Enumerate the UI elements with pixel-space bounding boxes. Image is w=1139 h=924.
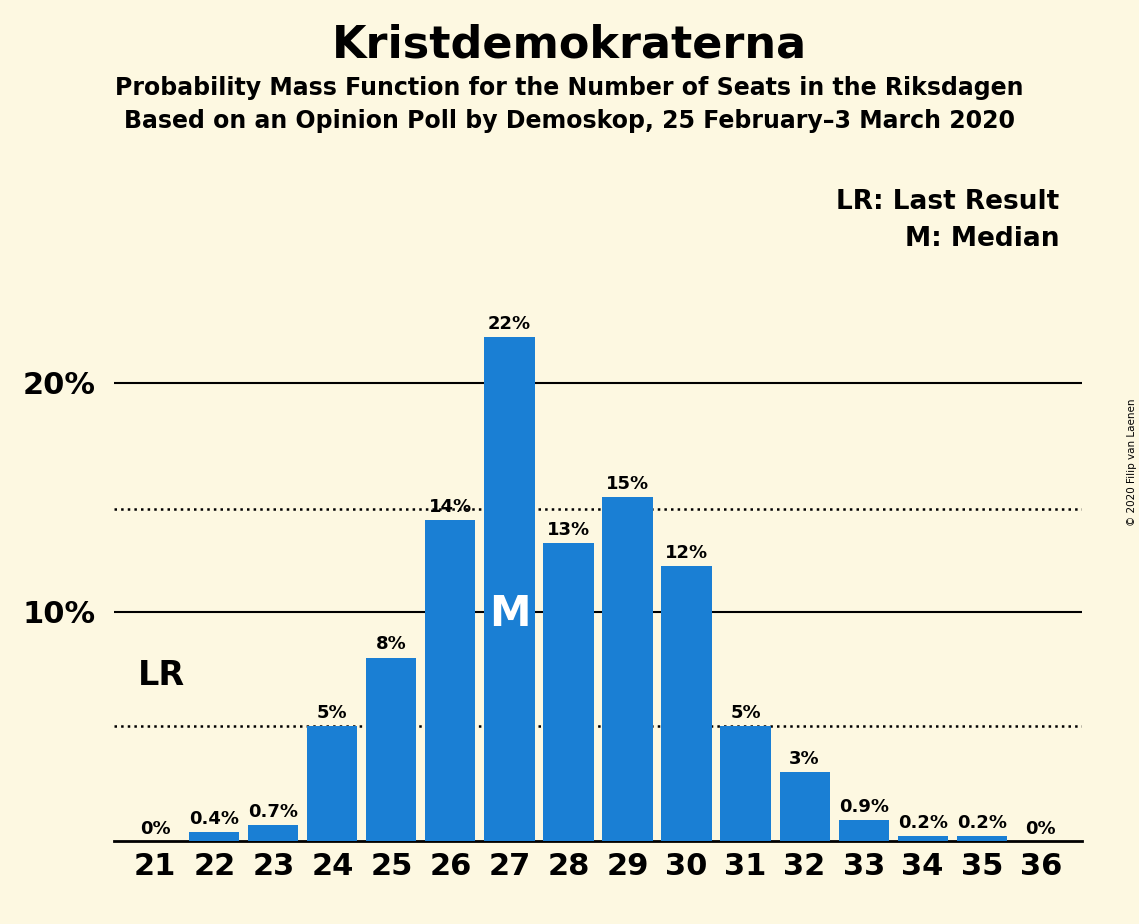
Text: 0.7%: 0.7% <box>248 803 298 821</box>
Text: Probability Mass Function for the Number of Seats in the Riksdagen: Probability Mass Function for the Number… <box>115 76 1024 100</box>
Bar <box>721 726 771 841</box>
Bar <box>425 520 475 841</box>
Text: 0.2%: 0.2% <box>957 814 1007 833</box>
Text: M: Median: M: Median <box>904 226 1059 252</box>
Text: 5%: 5% <box>317 704 347 723</box>
Text: 22%: 22% <box>487 314 531 333</box>
Text: 0%: 0% <box>140 821 171 838</box>
Text: 14%: 14% <box>428 498 472 516</box>
Bar <box>898 836 948 841</box>
Bar <box>957 836 1007 841</box>
Bar <box>308 726 358 841</box>
Text: 3%: 3% <box>789 750 820 768</box>
Text: LR: LR <box>138 660 185 692</box>
Text: 8%: 8% <box>376 636 407 653</box>
Bar <box>367 658 417 841</box>
Bar <box>779 772 829 841</box>
Text: 13%: 13% <box>547 521 590 539</box>
Bar <box>484 336 534 841</box>
Bar <box>662 565 712 841</box>
Bar <box>603 497 653 841</box>
Bar <box>248 825 298 841</box>
Text: LR: Last Result: LR: Last Result <box>836 189 1059 215</box>
Text: 12%: 12% <box>665 543 708 562</box>
Text: 0.9%: 0.9% <box>838 798 888 816</box>
Bar <box>189 832 239 841</box>
Text: M: M <box>489 593 530 635</box>
Text: 0.4%: 0.4% <box>189 809 239 828</box>
Text: 15%: 15% <box>606 475 649 493</box>
Text: 5%: 5% <box>730 704 761 723</box>
Bar <box>543 543 593 841</box>
Bar <box>838 821 888 841</box>
Text: © 2020 Filip van Laenen: © 2020 Filip van Laenen <box>1126 398 1137 526</box>
Text: 0%: 0% <box>1025 821 1056 838</box>
Text: Kristdemokraterna: Kristdemokraterna <box>331 23 808 67</box>
Text: Based on an Opinion Poll by Demoskop, 25 February–3 March 2020: Based on an Opinion Poll by Demoskop, 25… <box>124 109 1015 133</box>
Text: 0.2%: 0.2% <box>898 814 948 833</box>
